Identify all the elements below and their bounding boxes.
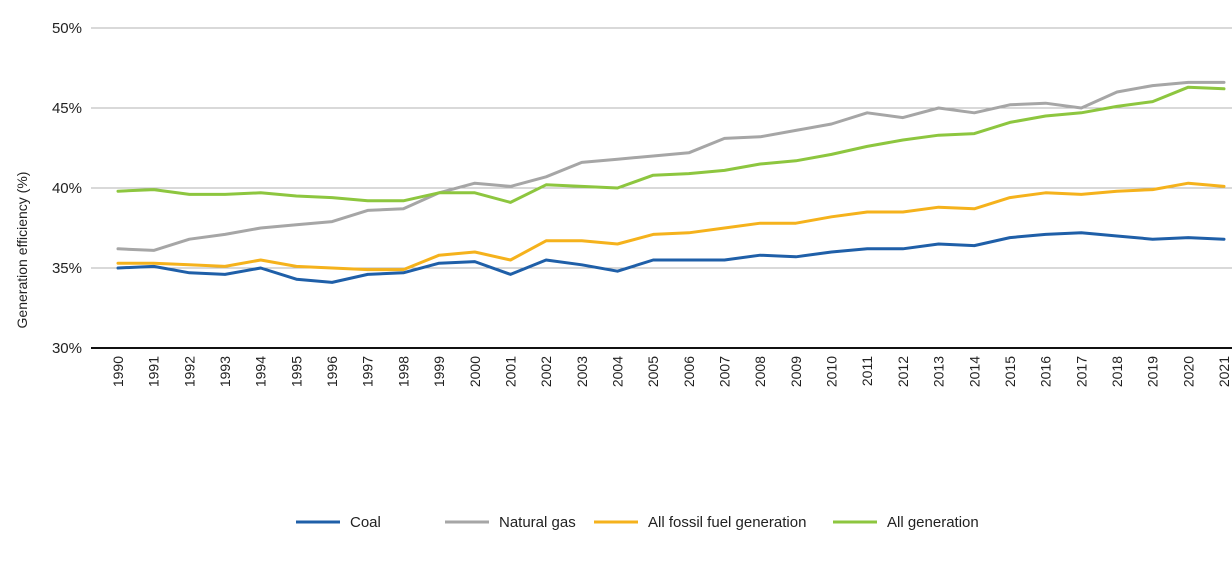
x-tick-label: 2018 — [1109, 356, 1125, 387]
x-tick-label: 2002 — [538, 356, 554, 387]
x-tick-label: 2017 — [1073, 356, 1089, 387]
x-tick-label: 2001 — [502, 356, 518, 387]
y-axis-title: Generation efficiency (%) — [14, 172, 30, 329]
x-tick-label: 2005 — [645, 356, 661, 387]
y-tick-label: 30% — [52, 340, 82, 357]
y-tick-label: 45% — [52, 100, 82, 117]
x-tick-label: 2014 — [966, 356, 982, 387]
x-tick-label: 2006 — [681, 356, 697, 387]
x-tick-label: 2015 — [1002, 356, 1018, 387]
x-tick-label: 1995 — [288, 356, 304, 387]
x-tick-label: 1990 — [110, 356, 126, 387]
x-tick-label: 2008 — [752, 356, 768, 387]
x-tick-label: 2013 — [931, 356, 947, 387]
x-tick-label: 1992 — [181, 356, 197, 387]
x-tick-label: 2011 — [859, 356, 875, 386]
x-tick-label: 2004 — [609, 356, 625, 387]
gridlines — [91, 27, 1232, 269]
x-tick-label: 2000 — [467, 356, 483, 387]
x-tick-label: 2012 — [895, 356, 911, 387]
x-tick-label: 1994 — [253, 356, 269, 387]
y-tick-label: 35% — [52, 260, 82, 277]
x-tick-label: 1993 — [217, 356, 233, 387]
y-axis-ticks: 30% 35% 40% 45% 50% — [52, 20, 82, 357]
legend-label: All generation — [887, 514, 979, 531]
series-line-all-fossil-fuel-generation — [116, 181, 1226, 272]
x-tick-label: 1999 — [431, 356, 447, 387]
x-tick-label: 2016 — [1038, 356, 1054, 387]
x-tick-label: 2020 — [1180, 356, 1196, 387]
series-line-all-generation — [116, 85, 1226, 204]
series-line-natural-gas — [116, 80, 1226, 252]
series-line-coal — [116, 231, 1226, 284]
x-tick-label: 2003 — [574, 356, 590, 387]
y-tick-label: 40% — [52, 180, 82, 197]
x-tick-label: 2010 — [824, 356, 840, 387]
legend-label: Coal — [350, 514, 381, 531]
y-tick-label: 50% — [52, 20, 82, 37]
legend: Coal Natural gas All fossil fuel generatio… — [296, 514, 979, 531]
legend-label: Natural gas — [499, 514, 576, 531]
legend-label: All fossil fuel generation — [648, 514, 806, 531]
x-tick-label: 1997 — [360, 356, 376, 387]
x-tick-label: 1998 — [395, 356, 411, 387]
series-lines — [116, 80, 1226, 284]
x-tick-label: 1996 — [324, 356, 340, 387]
x-tick-label: 2009 — [788, 356, 804, 387]
x-tick-label: 1991 — [146, 356, 162, 387]
x-tick-label: 2021 — [1216, 356, 1232, 387]
x-axis-ticks: 1990 1991 1992 1993 1994 1995 1996 1997 1998 1999… — [110, 356, 1232, 387]
x-tick-label: 2019 — [1145, 356, 1161, 387]
x-tick-label: 2007 — [717, 356, 733, 387]
